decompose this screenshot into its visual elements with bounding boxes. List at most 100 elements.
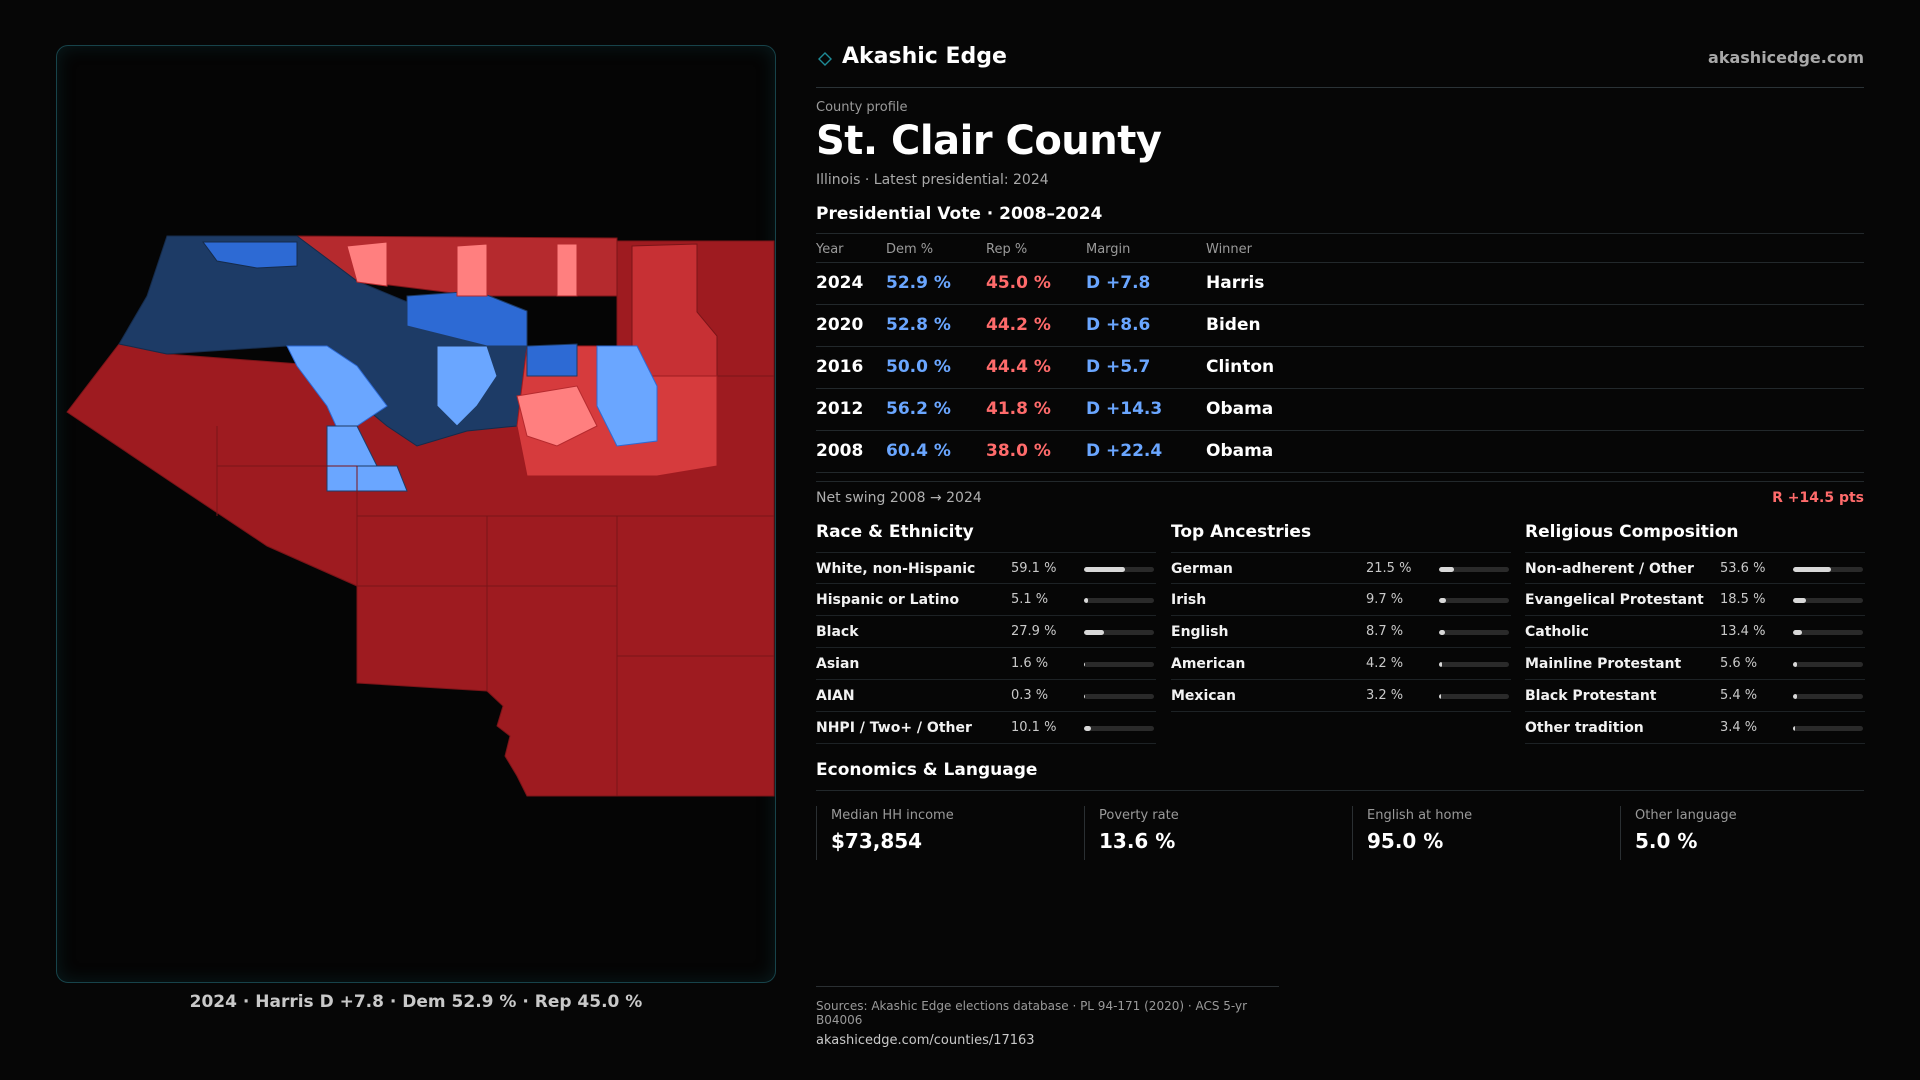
row-winner: Obama (1206, 399, 1274, 419)
item-value: 27.9 % (1011, 624, 1057, 639)
row-winner: Harris (1206, 273, 1265, 293)
ancestry-section-title: Top Ancestries (1171, 522, 1312, 542)
item-share-bar (1084, 630, 1154, 635)
table-row[interactable]: 2008 60.4 % 38.0 % D +22.4 Obama (816, 431, 1864, 473)
header-rep: Rep % (986, 242, 1028, 257)
stat-value: 5.0 % (1635, 829, 1698, 853)
net-swing-value: R +14.5 pts (1772, 490, 1864, 506)
item-label: Catholic (1525, 624, 1589, 640)
economics-section-title: Economics & Language (816, 760, 1038, 780)
row-dem: 56.2 % (886, 399, 951, 419)
item-share-fill (1793, 598, 1806, 603)
stat-label: Median HH income (831, 808, 954, 823)
item-share-bar (1084, 598, 1154, 603)
net-swing-label: Net swing 2008 → 2024 (816, 490, 982, 506)
divider (816, 790, 1864, 791)
item-label: Black (816, 624, 859, 640)
table-row[interactable]: 2012 56.2 % 41.8 % D +14.3 Obama (816, 389, 1864, 431)
list-item: Irish 9.7 % (1171, 584, 1511, 616)
list-item: AIAN 0.3 % (816, 680, 1156, 712)
item-value: 5.1 % (1011, 592, 1049, 607)
header-margin: Margin (1086, 242, 1131, 257)
item-share-bar (1793, 598, 1863, 603)
map-boundaries (216, 426, 774, 796)
row-rep: 41.8 % (986, 399, 1051, 419)
item-share-bar (1439, 694, 1509, 699)
row-year: 2020 (816, 315, 864, 335)
page-title: St. Clair County (816, 118, 1162, 164)
item-share-bar (1084, 694, 1154, 699)
item-share-bar (1439, 630, 1509, 635)
list-item: American 4.2 % (1171, 648, 1511, 680)
item-share-fill (1084, 567, 1126, 572)
table-row[interactable]: 2016 50.0 % 44.4 % D +5.7 Clinton (816, 347, 1864, 389)
map-region-dem-east-small[interactable] (526, 343, 578, 377)
item-label: American (1171, 656, 1246, 672)
item-share-bar (1439, 598, 1509, 603)
row-winner: Obama (1206, 441, 1274, 461)
row-margin: D +7.8 (1086, 273, 1151, 293)
item-share-fill (1439, 630, 1446, 635)
item-share-fill (1439, 694, 1442, 699)
item-share-bar (1084, 567, 1154, 572)
item-value: 1.6 % (1011, 656, 1049, 671)
item-share-fill (1793, 694, 1797, 699)
item-value: 13.4 % (1720, 624, 1766, 639)
list-item: Catholic 13.4 % (1525, 616, 1865, 648)
row-dem: 50.0 % (886, 357, 951, 377)
item-label: Black Protestant (1525, 688, 1657, 704)
brand-url-link[interactable]: akashicedge.com (1708, 48, 1864, 67)
table-header: Year Dem % Rep % Margin Winner (816, 233, 1864, 263)
item-label: Mexican (1171, 688, 1236, 704)
list-item: White, non-Hispanic 59.1 % (816, 552, 1156, 584)
map-region-rep-light-north[interactable] (456, 243, 488, 297)
map-region-dem-north-mid[interactable] (202, 241, 298, 269)
map-region-rep-light-south[interactable] (516, 385, 598, 447)
county-map-panel[interactable] (56, 45, 776, 983)
item-label: Asian (816, 656, 860, 672)
list-item: NHPI / Two+ / Other 10.1 % (816, 712, 1156, 744)
row-year: 2008 (816, 441, 864, 461)
table-row[interactable]: 2020 52.8 % 44.2 % D +8.6 Biden (816, 305, 1864, 347)
county-subtitle: Illinois · Latest presidential: 2024 (816, 172, 1049, 188)
stat-median-income: Median HH income $73,854 (816, 806, 1066, 860)
map-caption: 2024 · Harris D +7.8 · Dem 52.9 % · Rep … (189, 992, 643, 1012)
religion-section: Religious Composition Non-adherent / Oth… (1525, 522, 1865, 744)
item-share-bar (1793, 630, 1863, 635)
list-item: Non-adherent / Other 53.6 % (1525, 552, 1865, 584)
item-value: 3.2 % (1366, 688, 1404, 703)
item-label: Evangelical Protestant (1525, 592, 1704, 608)
map-region-dem-northwest[interactable] (118, 235, 528, 447)
stat-value: 13.6 % (1099, 829, 1176, 853)
item-label: German (1171, 561, 1233, 577)
row-rep: 45.0 % (986, 273, 1051, 293)
ancestry-list: German 21.5 % Irish 9.7 % English 8.7 % Americ… (1171, 552, 1511, 712)
table-row[interactable]: 2024 52.9 % 45.0 % D +7.8 Harris (816, 263, 1864, 305)
item-label: Hispanic or Latino (816, 592, 960, 608)
item-share-fill (1084, 726, 1092, 731)
stat-poverty-rate: Poverty rate 13.6 % (1084, 806, 1334, 860)
item-share-fill (1084, 662, 1086, 667)
map-region-dem-east-patch[interactable] (596, 345, 658, 447)
list-item: Other tradition 3.4 % (1525, 712, 1865, 744)
item-label: Other tradition (1525, 720, 1644, 736)
item-share-bar (1439, 662, 1509, 667)
stat-other-language: Other language 5.0 % (1620, 806, 1870, 860)
item-share-fill (1084, 598, 1088, 603)
item-share-bar (1793, 694, 1863, 699)
item-share-fill (1793, 567, 1831, 572)
map-region-rep-light-north-2[interactable] (556, 243, 578, 297)
stat-value: 95.0 % (1367, 829, 1444, 853)
list-item: Black 27.9 % (816, 616, 1156, 648)
brand-name[interactable]: Akashic Edge (842, 44, 1007, 69)
item-value: 3.4 % (1720, 720, 1758, 735)
ancestry-section: Top Ancestries German 21.5 % Irish 9.7 % Eng… (1171, 522, 1511, 712)
list-item: English 8.7 % (1171, 616, 1511, 648)
map-region-rep-light-west[interactable] (346, 241, 388, 287)
precinct-map[interactable] (57, 46, 777, 984)
item-value: 53.6 % (1720, 561, 1766, 576)
list-item: German 21.5 % (1171, 552, 1511, 584)
source-url-link[interactable]: akashicedge.com/counties/17163 (816, 1033, 1035, 1048)
list-item: Asian 1.6 % (816, 648, 1156, 680)
header-dem: Dem % (886, 242, 934, 257)
